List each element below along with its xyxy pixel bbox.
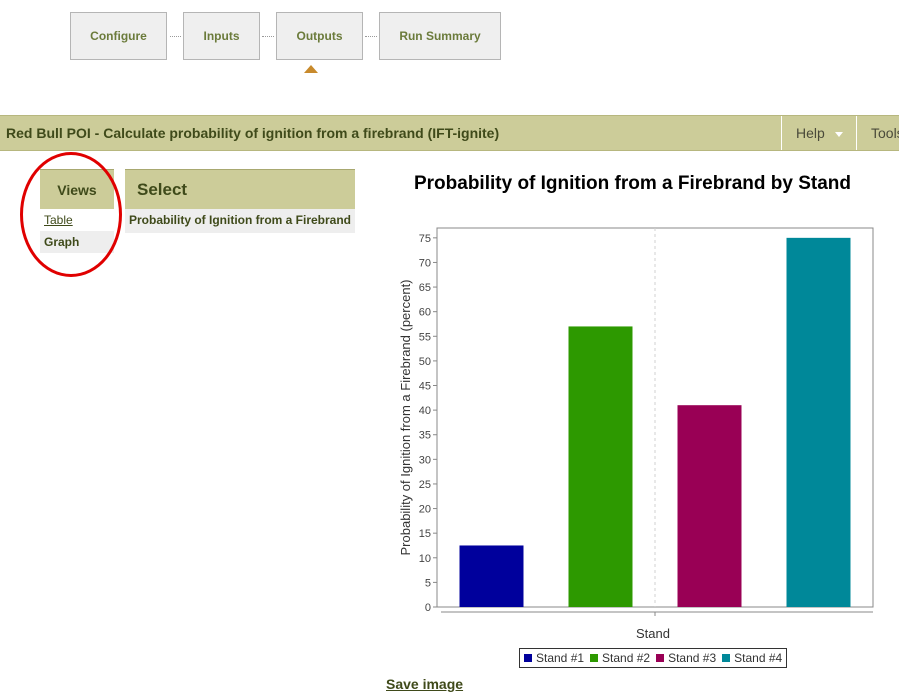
- legend-swatch: [524, 654, 532, 662]
- view-graph-item[interactable]: Graph: [40, 231, 114, 253]
- y-tick-label: 5: [425, 577, 431, 589]
- legend-label: Stand #2: [602, 651, 651, 665]
- legend-swatch: [590, 654, 599, 662]
- bar-2: [568, 326, 633, 607]
- wizard-steps: Configure Inputs Outputs Run Summary: [0, 0, 899, 80]
- help-menu[interactable]: Help: [781, 116, 856, 150]
- step-connector: [365, 36, 377, 37]
- y-tick-label: 15: [419, 528, 431, 540]
- x-axis-label: Stand: [636, 626, 670, 641]
- tools-menu[interactable]: Tools: [856, 116, 899, 150]
- legend-label: Stand #1: [536, 651, 585, 665]
- legend-label: Stand #3: [668, 651, 717, 665]
- active-step-indicator-icon: [304, 65, 318, 73]
- y-tick-label: 10: [419, 553, 431, 565]
- page-title: Red Bull POI - Calculate probability of …: [6, 125, 500, 141]
- y-tick-label: 50: [419, 356, 431, 368]
- y-tick-label: 35: [419, 430, 431, 442]
- view-table-link[interactable]: Table: [44, 213, 73, 227]
- y-tick-label: 20: [419, 504, 431, 516]
- select-item-probability[interactable]: Probability of Ignition from a Firebrand: [125, 209, 355, 233]
- chart-legend: Stand #1 Stand #2 Stand #3 Stand #4: [519, 648, 788, 668]
- y-tick-label: 0: [425, 602, 431, 614]
- save-image-link[interactable]: Save image: [386, 676, 464, 692]
- title-bar: Red Bull POI - Calculate probability of …: [0, 115, 899, 151]
- y-tick-label: 30: [419, 454, 431, 466]
- legend-entry: Stand #3: [656, 651, 716, 665]
- step-connector: [170, 36, 181, 37]
- select-panel: Select Probability of Ignition from a Fi…: [125, 169, 355, 233]
- bar-1: [459, 545, 524, 607]
- bar-3: [677, 405, 742, 607]
- legend-swatch: [656, 654, 665, 662]
- step-connector: [262, 36, 274, 37]
- help-menu-label: Help: [796, 125, 825, 141]
- y-tick-label: 65: [419, 282, 431, 294]
- bar-4: [786, 237, 851, 607]
- step-run-summary[interactable]: Run Summary: [379, 12, 501, 60]
- step-outputs[interactable]: Outputs: [276, 12, 363, 60]
- tools-menu-label: Tools: [871, 125, 899, 141]
- y-tick-label: 55: [419, 331, 431, 343]
- legend-swatch: [722, 654, 731, 662]
- views-panel: Views Table Graph: [40, 169, 114, 253]
- y-tick-label: 40: [419, 405, 431, 417]
- chart-title: Probability of Ignition from a Firebrand…: [413, 173, 852, 194]
- legend-entry: Stand #2: [590, 651, 650, 665]
- step-inputs[interactable]: Inputs: [183, 12, 260, 60]
- step-configure[interactable]: Configure: [70, 12, 167, 60]
- y-tick-label: 45: [419, 381, 431, 393]
- views-header: Views: [40, 169, 114, 209]
- y-tick-label: 60: [419, 307, 431, 319]
- y-tick-label: 70: [419, 257, 431, 269]
- bar-chart: 0 5 10 15 20 25 30 35 40 45 50 55 60 65 70 75 Probabilit…: [398, 227, 874, 641]
- select-header: Select: [125, 169, 355, 209]
- legend-label: Stand #4: [734, 651, 783, 665]
- legend-entry: Stand #4: [722, 651, 782, 665]
- chevron-down-icon: [834, 131, 843, 137]
- legend-entry: Stand #1: [524, 651, 584, 665]
- y-tick-label: 25: [419, 479, 431, 491]
- y-tick-label: 75: [419, 233, 431, 245]
- y-axis-label: Probability of Ignition from a Firebrand…: [398, 279, 413, 555]
